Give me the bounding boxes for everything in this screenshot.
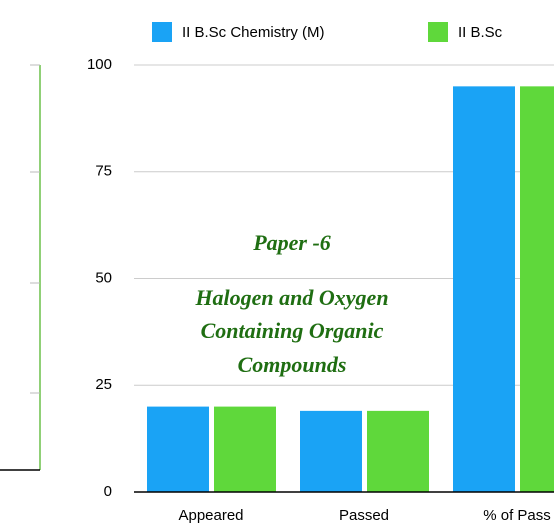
legend-swatch: [428, 22, 448, 42]
x-tick-label: Passed: [339, 507, 389, 524]
annotation: Halogen and Oxygen: [194, 285, 388, 310]
y-tick-label: 50: [95, 269, 112, 286]
bar: [520, 86, 554, 492]
y-tick-label: 100: [87, 56, 112, 73]
neighbor-chart-fragment: [0, 64, 41, 471]
y-tick-label: 25: [95, 376, 112, 393]
x-tick-label: % of Pass: [483, 507, 551, 524]
y-tick-label: 75: [95, 163, 112, 180]
bar: [367, 410, 429, 492]
bar: [453, 86, 515, 492]
bar: [147, 406, 209, 492]
annotation: Containing Organic: [201, 318, 384, 343]
legend-label: II B.Sc: [458, 24, 503, 41]
annotation: Paper -6: [252, 230, 331, 255]
legend-swatch: [152, 22, 172, 42]
bar: [300, 410, 362, 492]
legend-label: II B.Sc Chemistry (M): [182, 24, 325, 41]
bar: [214, 406, 276, 492]
x-tick-label: Appeared: [178, 507, 243, 524]
y-tick-label: 0: [104, 483, 112, 500]
annotation: Compounds: [238, 352, 347, 377]
